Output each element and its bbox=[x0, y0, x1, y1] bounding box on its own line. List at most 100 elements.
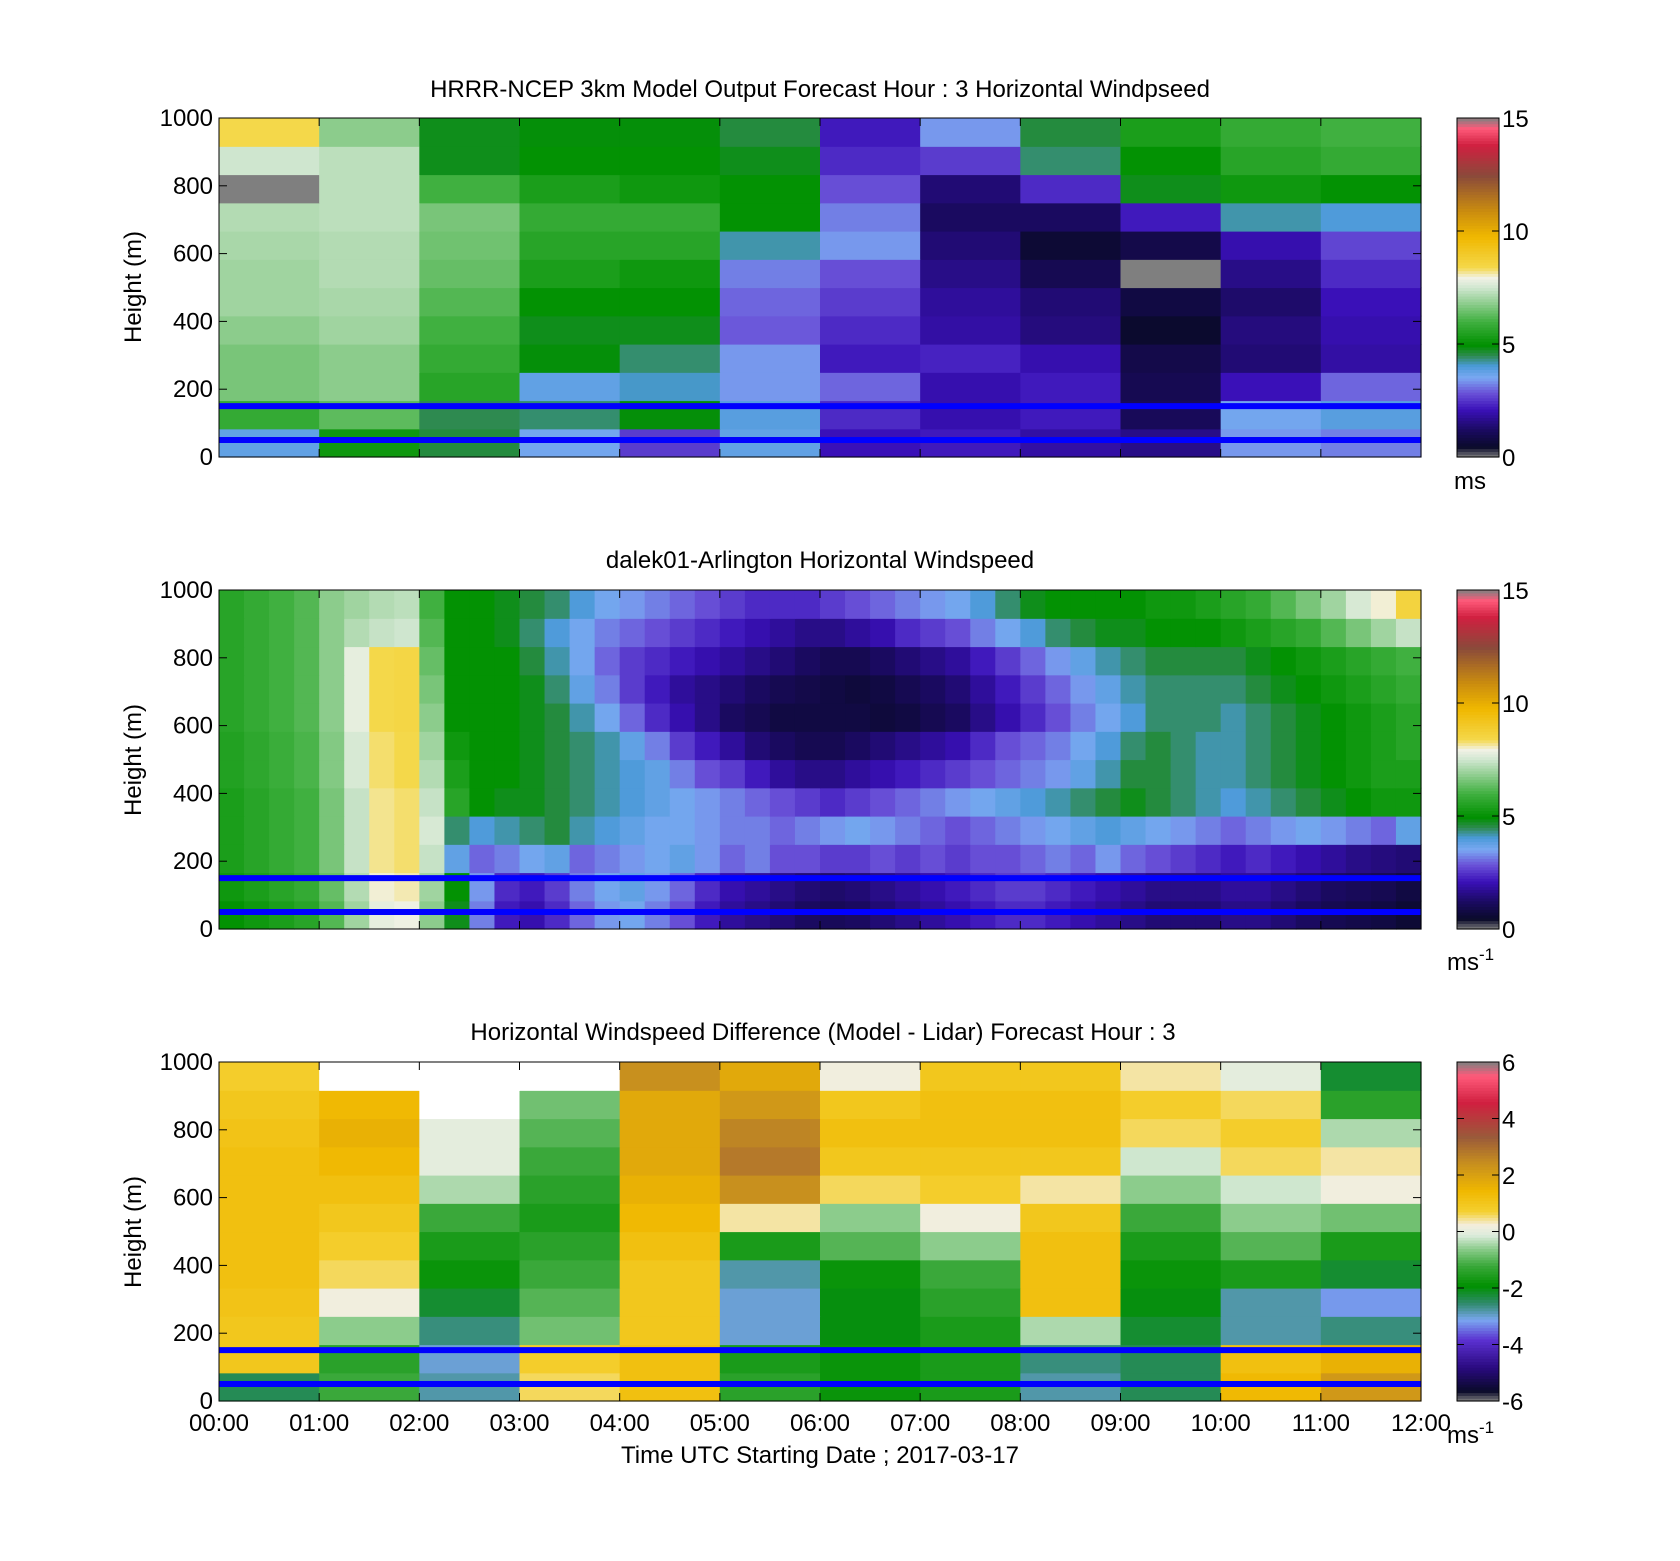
heatmap-cell bbox=[945, 590, 971, 619]
heatmap-cell bbox=[1095, 590, 1122, 619]
colorbar-segment bbox=[1457, 765, 1499, 769]
heatmap-cell bbox=[1120, 1259, 1222, 1289]
heatmap-cell bbox=[820, 287, 921, 317]
heatmap-cell bbox=[494, 674, 521, 704]
heatmap-cell bbox=[594, 844, 621, 874]
colorbar-segment bbox=[1457, 657, 1499, 662]
colorbar-segment bbox=[1457, 632, 1499, 636]
heatmap-cell bbox=[1245, 590, 1272, 619]
heatmap-cell bbox=[794, 787, 821, 817]
heatmap-cell bbox=[719, 1372, 821, 1402]
heatmap-cell bbox=[719, 202, 821, 232]
heatmap-cell bbox=[294, 731, 320, 761]
heatmap-cell bbox=[569, 759, 596, 789]
heatmap-cell bbox=[1395, 703, 1422, 732]
heatmap-cell bbox=[1145, 816, 1172, 845]
heatmap-cell bbox=[319, 174, 420, 204]
heatmap-cell bbox=[870, 646, 896, 676]
heatmap-cell bbox=[719, 844, 746, 874]
panel-title: dalek01-Arlington Horizontal Windspeed bbox=[606, 547, 1034, 574]
y-tick-label: 800 bbox=[173, 1117, 213, 1144]
heatmap-cell bbox=[1220, 787, 1247, 817]
heatmap-cell bbox=[1220, 1288, 1322, 1317]
heatmap-cell bbox=[1320, 1372, 1422, 1402]
heatmap-cell bbox=[1145, 731, 1172, 761]
colorbar-segment bbox=[1457, 1206, 1499, 1210]
heatmap-cell bbox=[519, 287, 621, 317]
colorbar-segment bbox=[1457, 897, 1499, 902]
heatmap-cell bbox=[419, 1259, 521, 1289]
heatmap-cell bbox=[1295, 703, 1322, 732]
heatmap-cell bbox=[319, 787, 345, 817]
heatmap-cell bbox=[394, 900, 420, 930]
heatmap-cell bbox=[1320, 844, 1347, 874]
heatmap-cell bbox=[870, 787, 896, 817]
colorbar-segment bbox=[1457, 1095, 1499, 1100]
heatmap-cell bbox=[619, 372, 721, 402]
heatmap-cell bbox=[444, 731, 471, 761]
heatmap-cell bbox=[294, 674, 320, 704]
heatmap-cell bbox=[895, 618, 921, 648]
heatmap-cell bbox=[1020, 428, 1122, 458]
heatmap-cell bbox=[544, 674, 571, 704]
heatmap-cell bbox=[1170, 731, 1197, 761]
colorbar-segment bbox=[1457, 1191, 1499, 1196]
colorbar-segment bbox=[1457, 779, 1499, 783]
heatmap-cell bbox=[219, 315, 320, 345]
heatmap-cell bbox=[719, 287, 821, 317]
heatmap-cell bbox=[920, 146, 1021, 176]
heatmap-cell bbox=[1045, 703, 1072, 732]
colorbar-segment bbox=[1457, 827, 1499, 831]
heatmap-cell bbox=[1220, 1175, 1322, 1204]
y-tick-label: 400 bbox=[173, 308, 213, 335]
heatmap-cell bbox=[744, 646, 771, 676]
heatmap-cell bbox=[719, 1316, 821, 1346]
heatmap-cell bbox=[820, 174, 921, 204]
colorbar-segment bbox=[1457, 177, 1499, 181]
heatmap-cell bbox=[619, 1259, 721, 1289]
heatmap-cell bbox=[319, 1259, 420, 1289]
heatmap-cell bbox=[319, 703, 345, 732]
y-axis-label: Height (m) bbox=[120, 704, 147, 816]
heatmap-cell bbox=[1120, 787, 1147, 817]
heatmap-cell bbox=[644, 731, 671, 761]
heatmap-cell bbox=[719, 174, 821, 204]
colorbar-segment bbox=[1457, 233, 1499, 238]
heatmap-cell bbox=[1270, 844, 1297, 874]
colorbar-segment bbox=[1457, 759, 1499, 763]
heatmap-cell bbox=[719, 1175, 821, 1204]
heatmap-cell bbox=[945, 731, 971, 761]
heatmap-cell bbox=[344, 590, 370, 619]
heatmap-cell bbox=[769, 900, 796, 930]
heatmap-cell bbox=[820, 1372, 921, 1402]
heatmap-cell bbox=[920, 231, 1021, 260]
colorbar-segment bbox=[1457, 400, 1499, 404]
y-tick-label: 600 bbox=[173, 241, 213, 268]
heatmap-cell bbox=[1395, 816, 1422, 845]
heatmap-cell bbox=[895, 759, 921, 789]
heatmap-cell bbox=[619, 844, 646, 874]
heatmap-cell bbox=[1270, 590, 1297, 619]
colorbar-segment bbox=[1457, 406, 1499, 410]
heatmap-cell bbox=[1020, 1259, 1122, 1289]
heatmap-cell bbox=[644, 646, 671, 676]
heatmap-cell bbox=[619, 259, 721, 289]
heatmap-cell bbox=[319, 259, 420, 289]
colorbar-segment bbox=[1457, 318, 1499, 322]
heatmap-cell bbox=[594, 618, 621, 648]
heatmap-cell bbox=[1320, 259, 1422, 289]
heatmap-cell bbox=[1170, 674, 1197, 704]
heatmap-cell bbox=[1220, 259, 1322, 289]
colorbar-segment bbox=[1457, 1214, 1499, 1218]
heatmap-cell bbox=[519, 202, 621, 232]
colorbar-unit-superscript: -1 bbox=[1479, 1418, 1494, 1437]
heatmap-cell bbox=[1145, 787, 1172, 817]
colorbar-segment bbox=[1457, 745, 1499, 749]
colorbar-segment bbox=[1457, 1107, 1499, 1111]
heatmap-cell bbox=[1170, 618, 1197, 648]
heatmap-cell bbox=[719, 1288, 821, 1317]
heatmap-cell bbox=[219, 202, 320, 232]
heatmap-cell bbox=[845, 816, 871, 845]
heatmap-cell bbox=[1120, 146, 1222, 176]
heatmap-cell bbox=[569, 646, 596, 676]
